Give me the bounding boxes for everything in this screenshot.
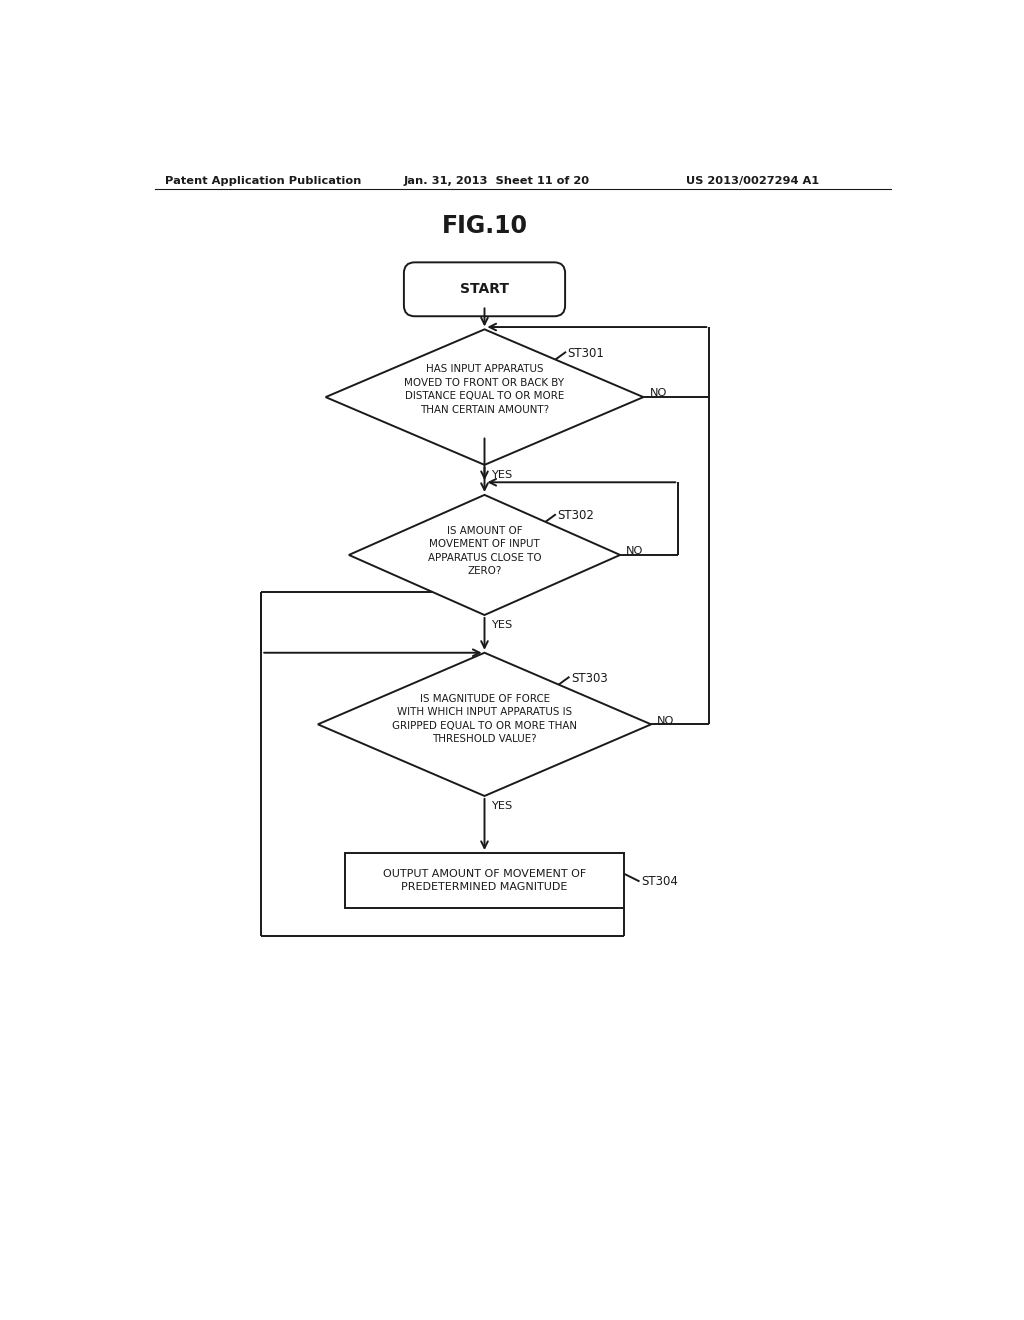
Text: YES: YES bbox=[490, 801, 512, 812]
Text: HAS INPUT APPARATUS
MOVED TO FRONT OR BACK BY
DISTANCE EQUAL TO OR MORE
THAN CER: HAS INPUT APPARATUS MOVED TO FRONT OR BA… bbox=[404, 364, 564, 414]
FancyBboxPatch shape bbox=[403, 263, 565, 317]
Bar bbox=[345, 853, 624, 908]
Text: FIG.10: FIG.10 bbox=[441, 214, 527, 238]
Text: Jan. 31, 2013  Sheet 11 of 20: Jan. 31, 2013 Sheet 11 of 20 bbox=[403, 176, 589, 186]
Text: Patent Application Publication: Patent Application Publication bbox=[165, 176, 361, 186]
Text: ST302: ST302 bbox=[557, 510, 594, 523]
Text: ST301: ST301 bbox=[567, 347, 604, 360]
Text: IS AMOUNT OF
MOVEMENT OF INPUT
APPARATUS CLOSE TO
ZERO?: IS AMOUNT OF MOVEMENT OF INPUT APPARATUS… bbox=[428, 525, 542, 577]
Polygon shape bbox=[317, 653, 651, 796]
Polygon shape bbox=[326, 330, 643, 465]
Text: ST303: ST303 bbox=[571, 672, 607, 685]
Text: IS MAGNITUDE OF FORCE
WITH WHICH INPUT APPARATUS IS
GRIPPED EQUAL TO OR MORE THA: IS MAGNITUDE OF FORCE WITH WHICH INPUT A… bbox=[392, 693, 577, 744]
Text: NO: NO bbox=[657, 715, 675, 726]
Text: OUTPUT AMOUNT OF MOVEMENT OF
PREDETERMINED MAGNITUDE: OUTPUT AMOUNT OF MOVEMENT OF PREDETERMIN… bbox=[383, 869, 586, 892]
Text: YES: YES bbox=[490, 470, 512, 480]
Text: NO: NO bbox=[649, 388, 667, 399]
Text: START: START bbox=[460, 282, 509, 296]
Text: US 2013/0027294 A1: US 2013/0027294 A1 bbox=[686, 176, 819, 186]
Polygon shape bbox=[349, 495, 621, 615]
Text: NO: NO bbox=[627, 546, 644, 556]
Text: ST304: ST304 bbox=[641, 875, 678, 888]
Text: YES: YES bbox=[490, 620, 512, 631]
